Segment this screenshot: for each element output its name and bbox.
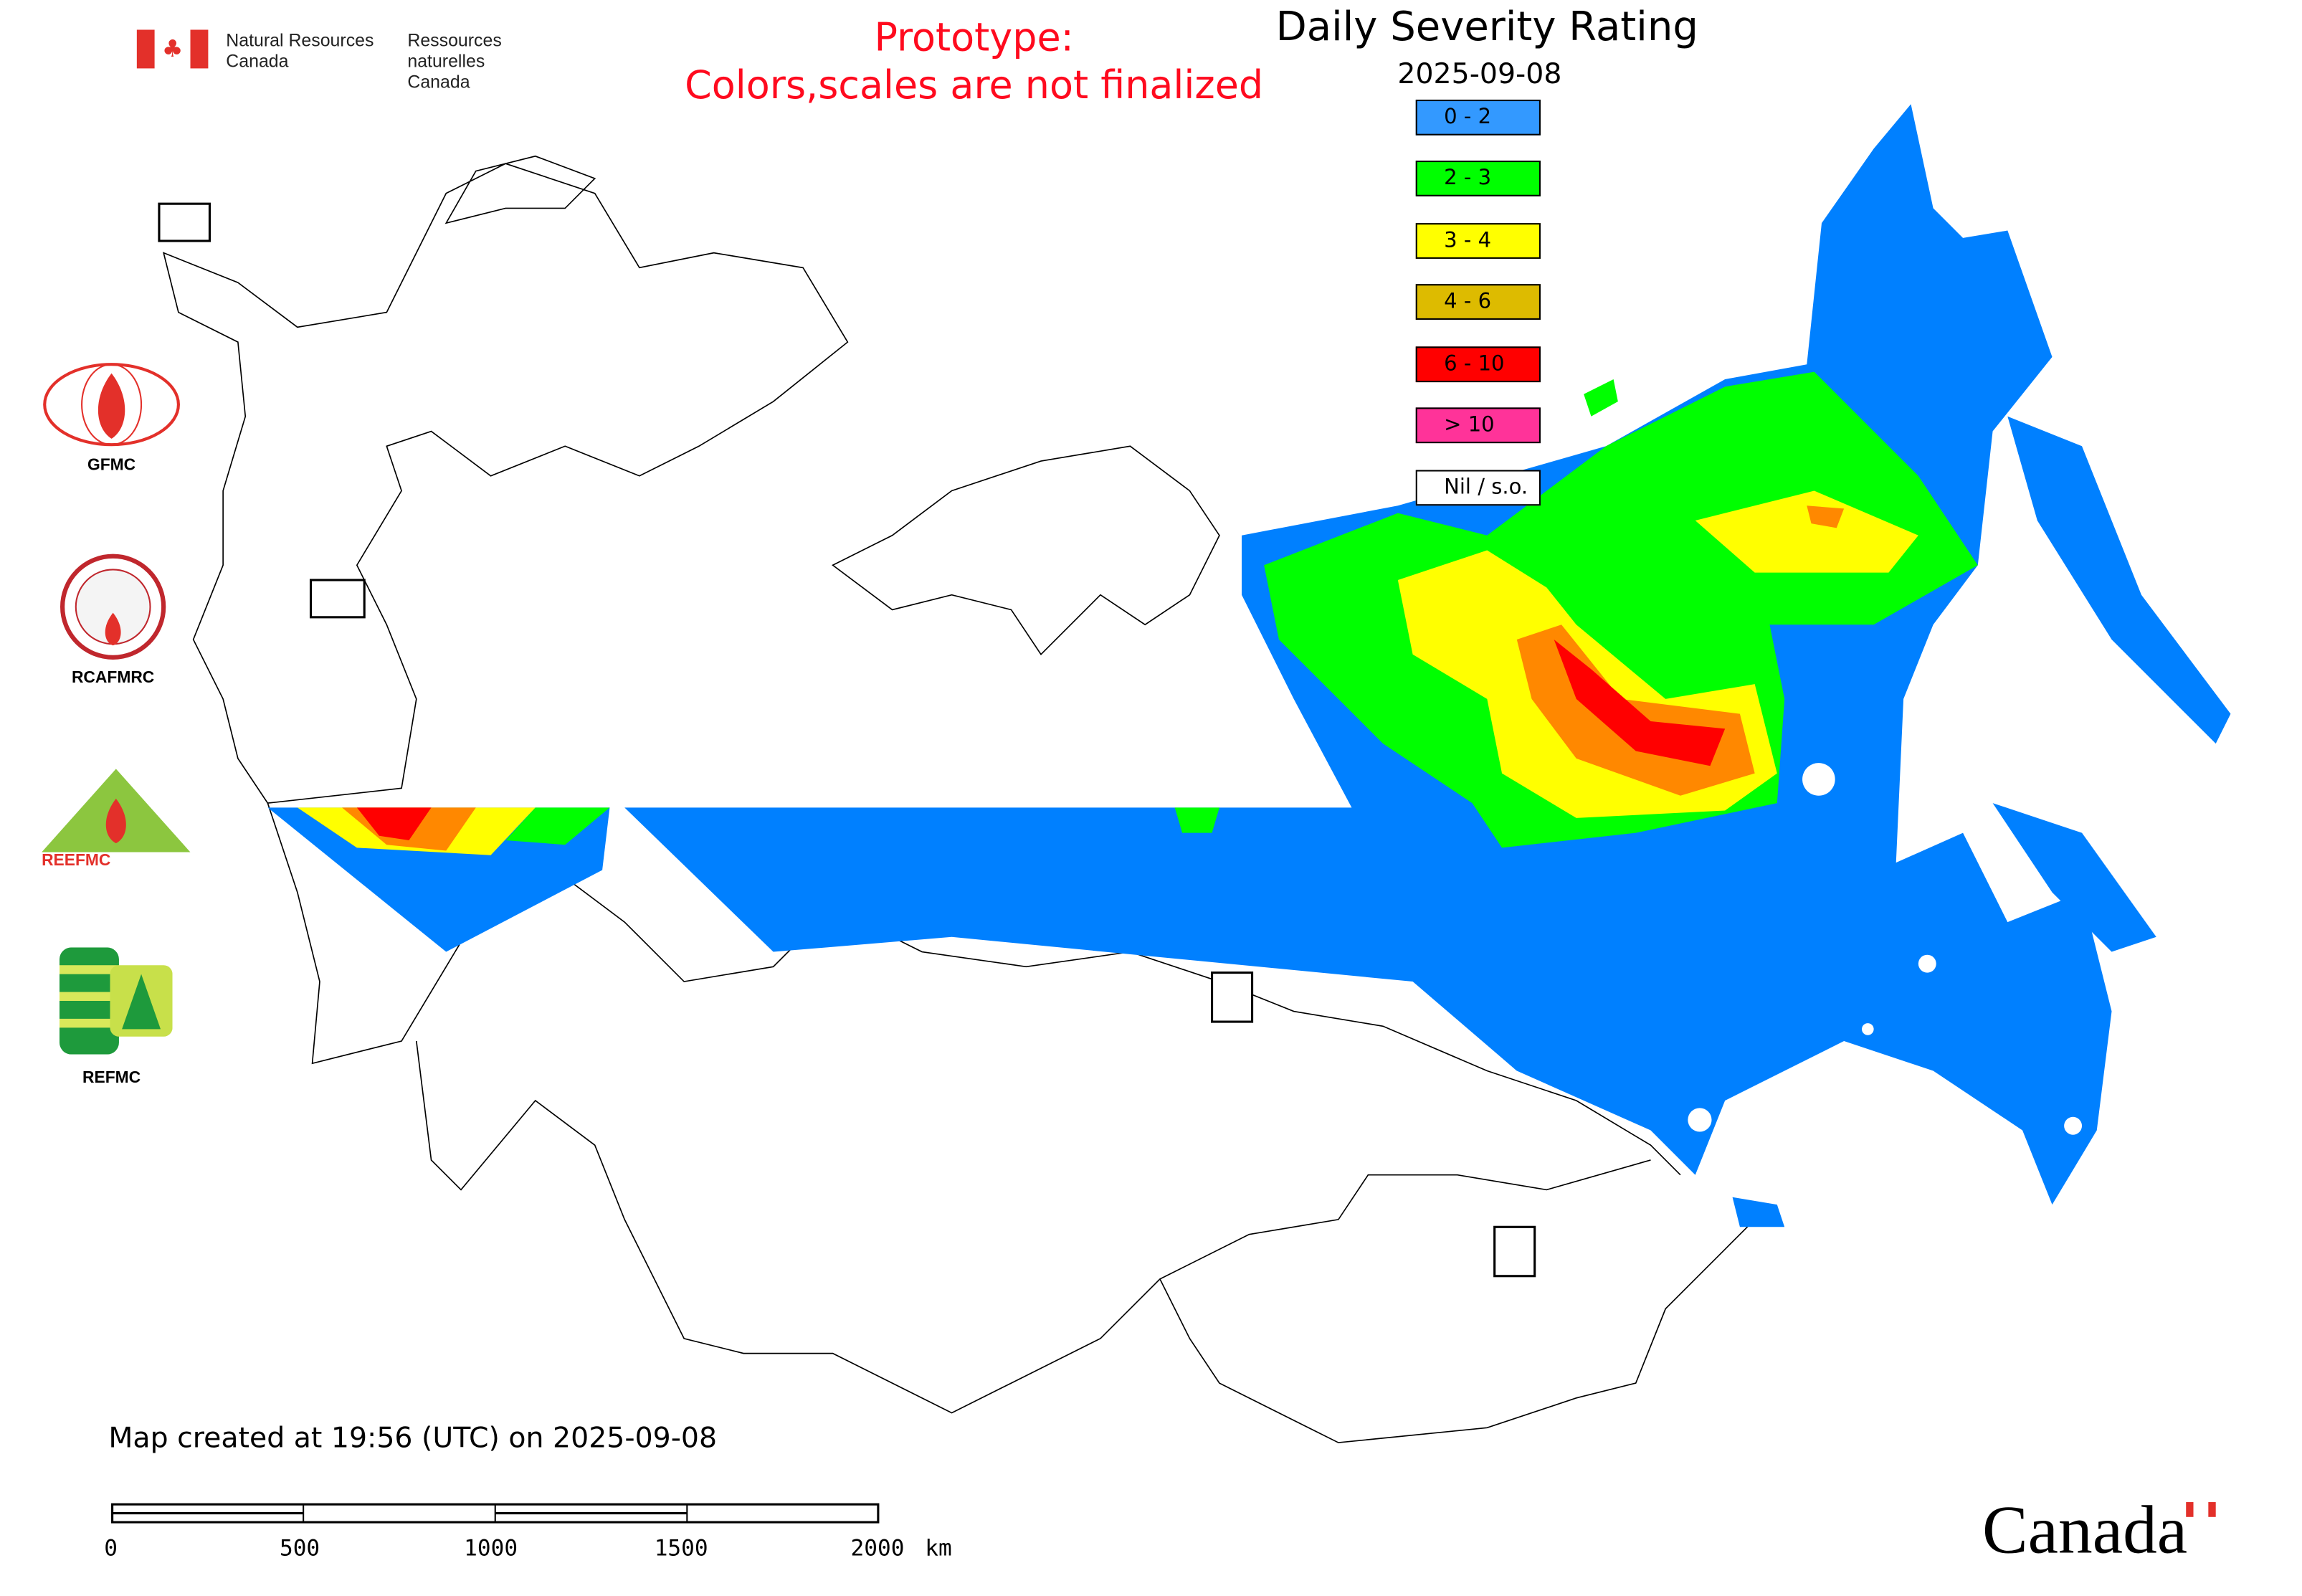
legend-item-0-2: 0 - 2: [1415, 99, 1541, 136]
map-created-timestamp: Map created at 19:56 (UTC) on 2025-09-08: [108, 1422, 718, 1455]
refmc-marker-icon: [1210, 972, 1254, 1023]
scale-tick-500: 500: [279, 1534, 320, 1562]
org-en-line2: Canada: [226, 50, 289, 72]
reefmc-marker-icon: [309, 579, 366, 619]
reefmc-logo-icon: REEFMC: [38, 769, 194, 868]
gfmc-marker-icon: [158, 202, 211, 242]
org-fr-line1: Ressources naturelles: [407, 29, 502, 72]
rcafmrc-logo-icon: [60, 554, 166, 660]
legend-title: Daily Severity Rating: [1275, 4, 1698, 51]
wordmark-flag-icon: [2186, 1502, 2216, 1517]
legend-date: 2025-09-08: [1397, 57, 1562, 91]
legend-item-6-10: 6 - 10: [1415, 346, 1541, 383]
canada-wordmark: Canada: [1982, 1491, 2188, 1568]
severity-raster: [267, 104, 2231, 1227]
scale-tick-1500: 1500: [654, 1534, 708, 1562]
legend-item-nil: Nil / s.o.: [1415, 470, 1541, 506]
svg-text:REEFMC: REEFMC: [42, 850, 110, 867]
nrcan-logo: ♣ Natural Resources Canada Ressources nat…: [136, 29, 571, 92]
prototype-notice: Prototype: Colors,scales are not finaliz…: [655, 15, 1294, 110]
scale-tick-0: 0: [104, 1534, 118, 1562]
canada-flag-icon: ♣: [136, 29, 209, 69]
center-markers: [158, 202, 1536, 1278]
org-en-line1: Natural Resources: [226, 29, 374, 51]
refmc-logo-icon: [59, 947, 173, 1055]
gfmc-logo-icon: [43, 363, 180, 447]
rcafmrc-label: RCAFMRC: [71, 669, 155, 688]
scale-tick-1000: 1000: [464, 1534, 518, 1562]
scale-unit: km: [925, 1534, 952, 1562]
legend-item-2-3: 2 - 3: [1415, 161, 1541, 196]
prototype-line2: Colors,scales are not finalized: [685, 64, 1264, 109]
legend-item-over-10: > 10: [1415, 407, 1541, 444]
scale-tick-2000: 2000: [850, 1534, 905, 1562]
rcafmrc-marker-icon: [1493, 1225, 1536, 1278]
legend-item-4-6: 4 - 6: [1415, 284, 1541, 320]
refmc-label: REFMC: [82, 1069, 141, 1088]
gfmc-label: GFMC: [87, 456, 136, 475]
scale-bar: [111, 1503, 880, 1524]
prototype-line1: Prototype:: [874, 16, 1074, 62]
legend-item-3-4: 3 - 4: [1415, 223, 1541, 259]
org-fr-line2: Canada: [407, 71, 470, 92]
